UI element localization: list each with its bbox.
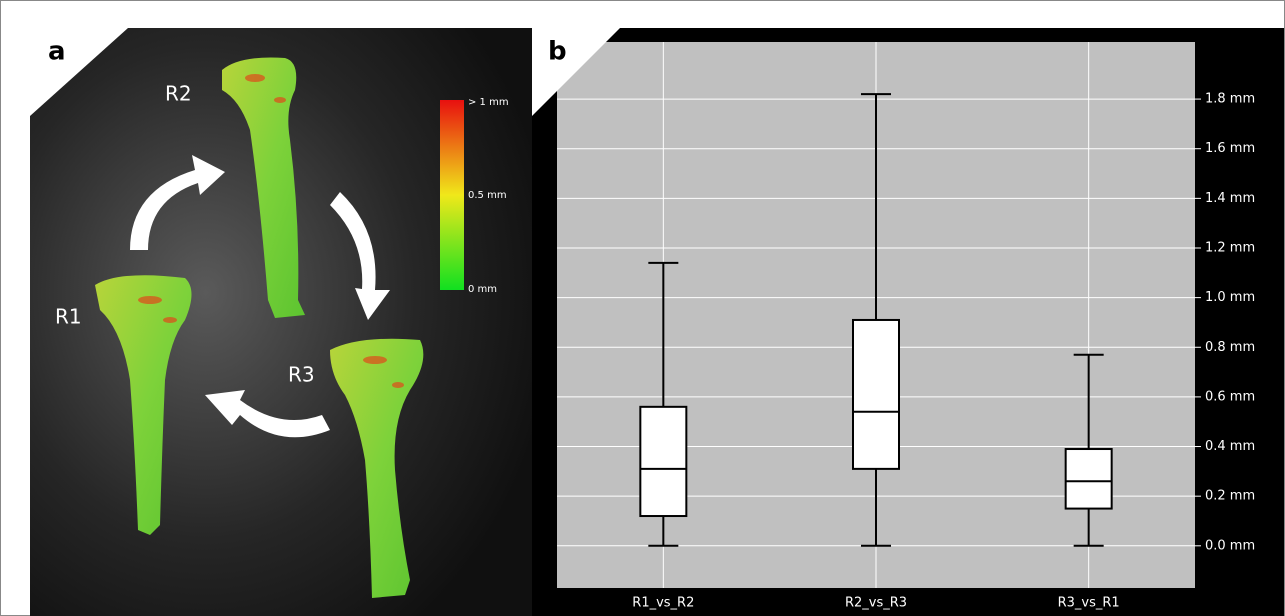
corner <box>30 28 128 116</box>
view-label: R1 <box>55 305 82 329</box>
y-tick-label: 0.6 mm <box>1205 389 1255 404</box>
box <box>1064 448 1113 510</box>
panel-label: b <box>548 37 567 67</box>
y-tick-label: 1.2 mm <box>1205 240 1255 255</box>
view-label: R2 <box>165 82 192 106</box>
box <box>852 318 900 470</box>
box <box>639 405 688 518</box>
colorbar-label: 0.5 mm <box>468 190 507 201</box>
arrows <box>130 155 390 438</box>
colorbar <box>440 100 464 290</box>
y-tick-label: 0.0 mm <box>1205 538 1255 553</box>
y-tick-label: 1.6 mm <box>1205 141 1255 156</box>
y-tick-label: 1.8 mm <box>1205 92 1255 107</box>
y-tick-label: 0.8 mm <box>1205 340 1255 355</box>
colorbar-label: > 1 mm <box>468 97 509 108</box>
y-tick-label: 1.0 mm <box>1205 290 1255 305</box>
x-tick-label: R2_vs_R3 <box>845 596 907 611</box>
bones <box>95 57 424 598</box>
chart: 0.0 mm 0.2 mm 0.4 mm 0.6 mm 0.8 mm 1.0 mm 1.2 … <box>557 42 1255 611</box>
colorbar-label: 0 mm <box>468 284 497 295</box>
panel-label: a <box>48 37 66 67</box>
x-tick-label: R3_vs_R1 <box>1058 596 1120 611</box>
x-tick-label: R1_vs_R2 <box>632 596 694 611</box>
y-tick-label: 0.2 mm <box>1205 489 1255 504</box>
corner <box>532 28 620 116</box>
y-tick-label: 0.4 mm <box>1205 439 1255 454</box>
y-tick-label: 1.4 mm <box>1205 191 1255 206</box>
view-label: R3 <box>288 363 315 387</box>
